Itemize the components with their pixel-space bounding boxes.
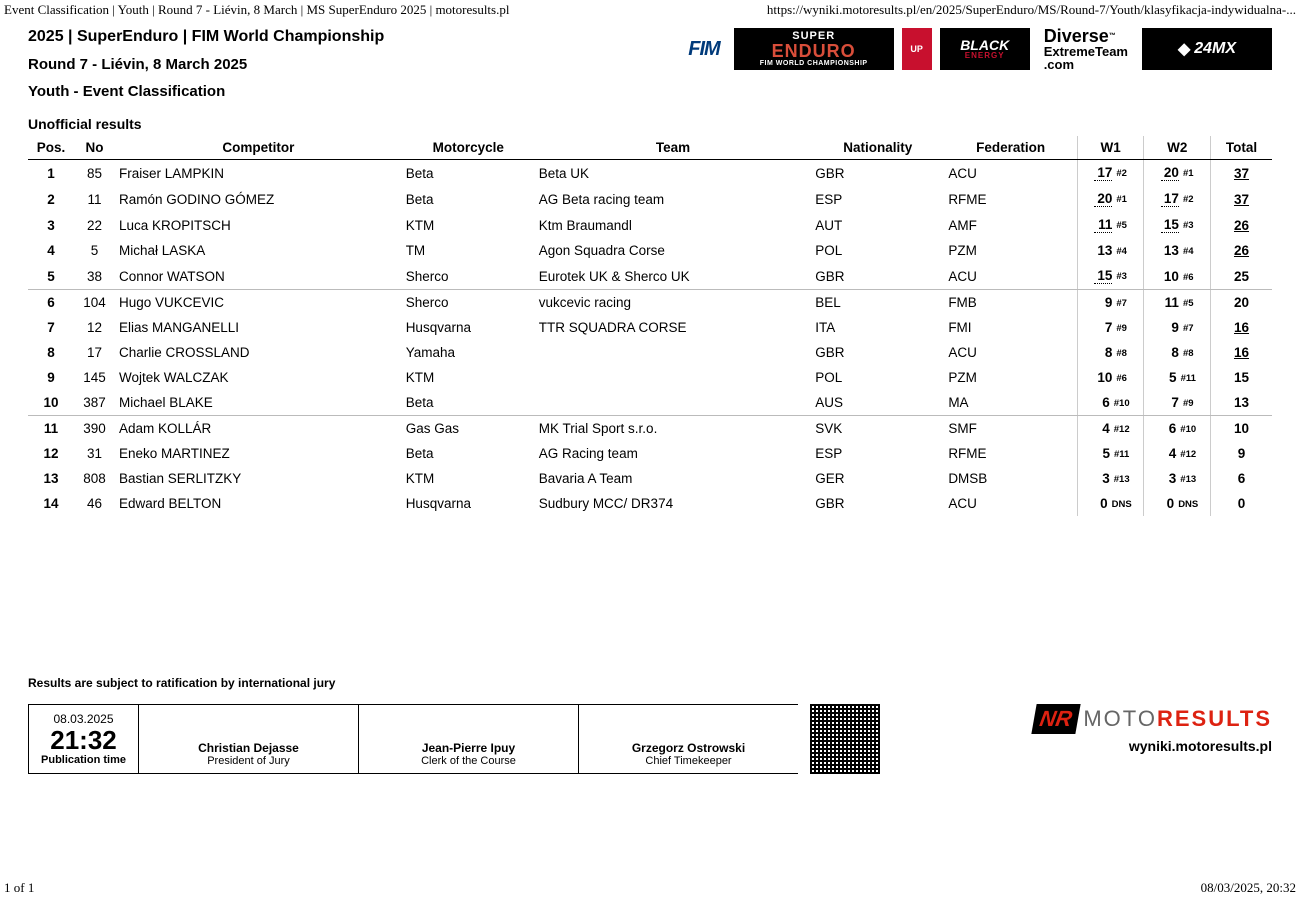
sponsor-logos: FIM SUPERENDUROFIM WORLD CHAMPIONSHIP UP… — [682, 28, 1272, 70]
col-competitor: Competitor — [115, 136, 402, 160]
superenduro-logo: SUPERENDUROFIM WORLD CHAMPIONSHIP — [734, 28, 894, 70]
col-no: No — [74, 136, 115, 160]
publication-time-box: 08.03.2025 21:32 Publication time — [28, 704, 138, 774]
nr-logo-icon: NR — [1031, 704, 1080, 734]
col-total: Total — [1211, 136, 1273, 160]
table-row: 10387Michael BLAKEBetaAUSMA6#107#913 — [28, 390, 1272, 416]
motoresults-branding: NR MOTORESULTS wyniki.motoresults.pl — [1022, 704, 1272, 774]
event-headings: 2025 | SuperEnduro | FIM World Champions… — [28, 28, 384, 110]
sig-role: Chief Timekeeper — [645, 755, 731, 767]
round-title: Round 7 - Liévin, 8 March 2025 — [28, 56, 384, 73]
signature-row: 08.03.2025 21:32 Publication time Christ… — [28, 704, 1272, 774]
page-counter: 1 of 1 — [4, 880, 34, 896]
qr-code-icon — [810, 704, 880, 774]
ratification-note: Results are subject to ratification by i… — [28, 676, 1272, 690]
sig-name: Jean-Pierre Ipuy — [422, 741, 515, 755]
pub-label: Publication time — [41, 754, 126, 766]
table-row: 322Luca KROPITSCHKTMKtm BraumandlAUTAMF1… — [28, 212, 1272, 238]
page-title: Event Classification | Youth | Round 7 -… — [4, 2, 509, 18]
table-row: 11390Adam KOLLÁRGas GasMK Trial Sport s.… — [28, 416, 1272, 442]
table-header-row: Pos. No Competitor Motorcycle Team Natio… — [28, 136, 1272, 160]
table-row: 538Connor WATSONShercoEurotek UK & Sherc… — [28, 263, 1272, 290]
print-footer: 1 of 1 08/03/2025, 20:32 — [4, 880, 1296, 896]
brand-results: RESULTS — [1157, 706, 1272, 731]
page-url: https://wyniki.motoresults.pl/en/2025/Su… — [767, 2, 1296, 18]
sig-name: Christian Dejasse — [198, 741, 299, 755]
col-w2: W2 — [1144, 136, 1211, 160]
black-energy-logo: BLACKENERGY — [940, 28, 1030, 70]
pub-date: 08.03.2025 — [53, 712, 113, 726]
browser-chrome: Event Classification | Youth | Round 7 -… — [0, 0, 1300, 20]
24mx-logo: 24MX — [1142, 28, 1272, 70]
table-row: 45Michał LASKATMAgon Squadra CorsePOLPZM… — [28, 238, 1272, 263]
table-row: 9145Wojtek WALCZAKKTMPOLPZM10#65#1115 — [28, 365, 1272, 390]
col-w1: W1 — [1077, 136, 1144, 160]
print-timestamp: 08/03/2025, 20:32 — [1201, 880, 1296, 896]
table-row: 817Charlie CROSSLANDYamahaGBRACU8#88#816 — [28, 340, 1272, 365]
col-team: Team — [535, 136, 811, 160]
col-pos: Pos. — [28, 136, 74, 160]
results-table: Pos. No Competitor Motorcycle Team Natio… — [28, 136, 1272, 516]
up-logo: UP — [902, 28, 932, 70]
table-row: 1446Edward BELTONHusqvarnaSudbury MCC/ D… — [28, 491, 1272, 516]
diverse-logo: Diverse™ ExtremeTeam .com — [1038, 28, 1134, 70]
class-title: Youth - Event Classification — [28, 83, 384, 100]
table-row: 712Elias MANGANELLIHusqvarnaTTR SQUADRA … — [28, 315, 1272, 340]
sig-role: Clerk of the Course — [421, 755, 516, 767]
championship-title: 2025 | SuperEnduro | FIM World Champions… — [28, 28, 384, 46]
sig-name: Grzegorz Ostrowski — [632, 741, 745, 755]
table-row: 211Ramón GODINO GÓMEZBetaAG Beta racing … — [28, 186, 1272, 212]
unofficial-label: Unofficial results — [28, 116, 1272, 132]
signature-box: Christian Dejasse President of Jury — [138, 704, 358, 774]
col-federation: Federation — [944, 136, 1077, 160]
pub-time: 21:32 — [50, 726, 117, 755]
signature-box: Jean-Pierre Ipuy Clerk of the Course — [358, 704, 578, 774]
fim-logo: FIM — [682, 28, 725, 70]
sig-role: President of Jury — [207, 755, 290, 767]
signature-box: Grzegorz Ostrowski Chief Timekeeper — [578, 704, 798, 774]
brand-moto: MOTO — [1083, 706, 1157, 731]
motoresults-url: wyniki.motoresults.pl — [1129, 738, 1272, 754]
table-row: 6104Hugo VUKCEVICShercovukcevic racingBE… — [28, 290, 1272, 316]
table-row: 185Fraiser LAMPKINBetaBeta UKGBRACU17#22… — [28, 160, 1272, 187]
table-row: 13808Bastian SERLITZKYKTMBavaria A TeamG… — [28, 466, 1272, 491]
col-nationality: Nationality — [811, 136, 944, 160]
table-row: 1231Eneko MARTINEZBetaAG Racing teamESPR… — [28, 441, 1272, 466]
col-motorcycle: Motorcycle — [402, 136, 535, 160]
